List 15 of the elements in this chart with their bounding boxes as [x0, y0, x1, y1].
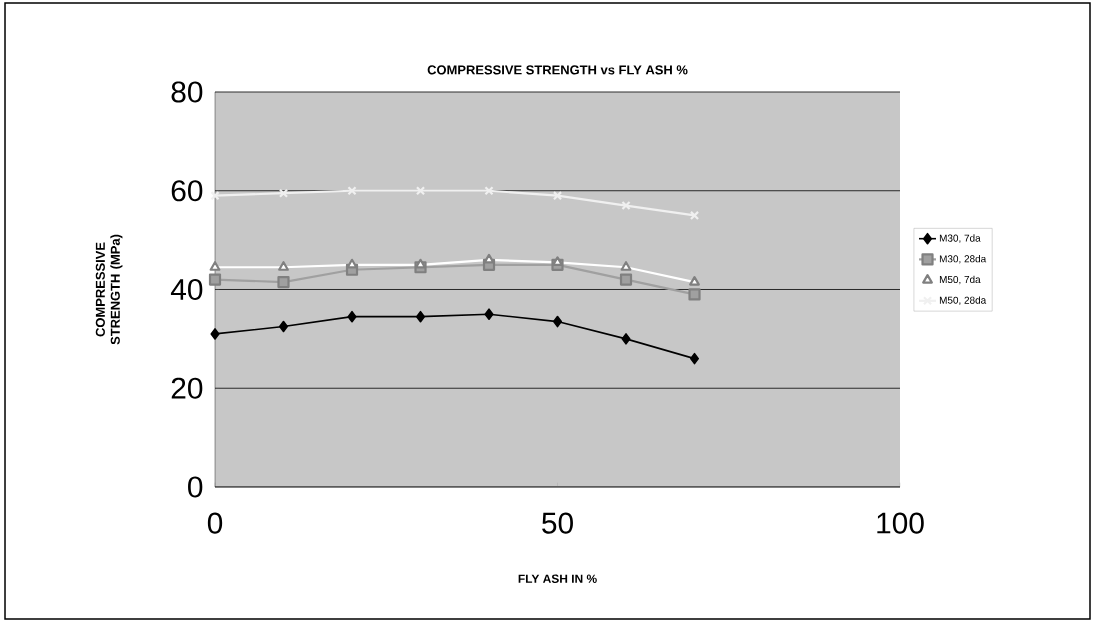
x-axis-title: FLY ASH IN % — [518, 574, 597, 583]
y-tick-label: 40 — [170, 278, 203, 301]
x-tick-label: 50 — [542, 512, 573, 534]
y-tick-label: 20 — [171, 377, 203, 399]
chart-title: COMPRESSIVE STRENGTH vs FLY ASH % — [427, 65, 688, 75]
y-tick-label: 80 — [171, 81, 203, 103]
legend-label: M50, 28da — [939, 296, 987, 305]
x-tick-label: 0 — [207, 512, 223, 534]
legend-label: M50, 7da — [939, 275, 981, 285]
y-axis-title: COMPRESSIVE STRENGTH (MPa) — [95, 234, 123, 345]
y-tick-label: 0 — [188, 476, 203, 498]
x-tick-label: 100 — [877, 512, 924, 534]
legend-label: M30, 28da — [939, 255, 987, 264]
y-tick-label: 60 — [171, 180, 203, 202]
legend-label: M30, 7da — [939, 234, 981, 243]
